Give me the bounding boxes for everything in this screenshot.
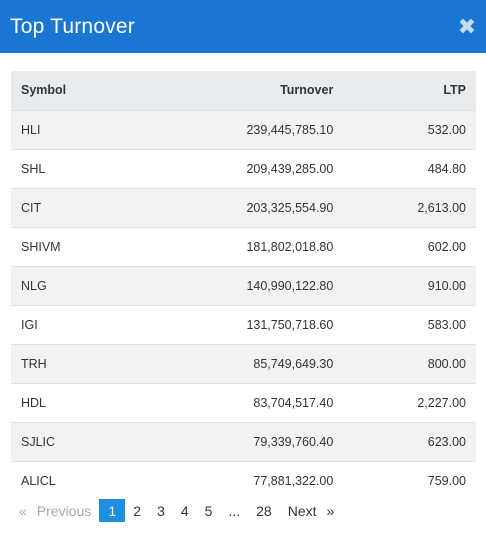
cell-turnover: 209,439,285.00 <box>246 161 334 176</box>
page-button-28[interactable]: 28 <box>256 502 272 519</box>
cell-ltp: 484.80 <box>427 161 466 176</box>
cell-turnover: 79,339,760.40 <box>253 434 334 449</box>
cell-ltp: 759.00 <box>427 473 466 488</box>
cell-turnover: 203,325,554.90 <box>246 200 334 215</box>
table-row[interactable]: CIT 203,325,554.90 2,613.00 <box>11 188 476 227</box>
cell-ltp: 583.00 <box>427 317 466 332</box>
table-row[interactable]: IGI 131,750,718.60 583.00 <box>11 305 476 344</box>
cell-symbol: HLI <box>21 122 41 137</box>
page-button-4[interactable]: 4 <box>180 502 189 519</box>
cell-ltp: 602.00 <box>427 239 466 254</box>
table-header-row: Symbol Turnover LTP <box>11 71 476 110</box>
modal-header: Top Turnover ✖ <box>0 0 486 53</box>
cell-symbol: IGI <box>21 317 38 332</box>
page-button-2[interactable]: 2 <box>133 502 142 519</box>
cell-turnover: 85,749,649.30 <box>253 356 334 371</box>
table-row[interactable]: HDL 83,704,517.40 2,227.00 <box>11 383 476 422</box>
cell-turnover: 140,990,122.80 <box>246 278 334 293</box>
cell-ltp: 800.00 <box>427 356 466 371</box>
column-header-symbol[interactable]: Symbol <box>21 83 67 98</box>
cell-ltp: 2,613.00 <box>417 200 466 215</box>
cell-turnover: 181,802,018.80 <box>246 239 334 254</box>
pagination: « Previous 1 2 3 4 5 ... 28 Next » <box>11 499 342 522</box>
column-header-turnover[interactable]: Turnover <box>280 83 334 98</box>
cell-symbol: SHIVM <box>21 239 61 254</box>
table-row[interactable]: SHIVM 181,802,018.80 602.00 <box>11 227 476 266</box>
table-body: HLI 239,445,785.10 532.00 SHL 209,439,285.00… <box>11 110 476 500</box>
cell-symbol: CIT <box>21 200 42 215</box>
table-row[interactable]: HLI 239,445,785.10 532.00 <box>11 110 476 149</box>
cell-turnover: 77,881,322.00 <box>253 473 334 488</box>
table-row[interactable]: SHL 209,439,285.00 484.80 <box>11 149 476 188</box>
cell-symbol: ALICL <box>21 473 56 488</box>
cell-turnover: 131,750,718.60 <box>246 317 334 332</box>
cell-symbol: SHL <box>21 161 46 176</box>
next-page-button[interactable]: Next » <box>280 499 343 522</box>
next-label: Next <box>287 502 317 519</box>
table-row[interactable]: ALICL 77,881,322.00 759.00 <box>11 461 476 500</box>
cell-turnover: 239,445,785.10 <box>246 122 334 137</box>
page-button-5[interactable]: 5 <box>204 502 213 519</box>
cell-ltp: 532.00 <box>427 122 466 137</box>
table-row[interactable]: TRH 85,749,649.30 800.00 <box>11 344 476 383</box>
cell-ltp: 910.00 <box>427 278 466 293</box>
double-chevron-right-icon: » <box>326 502 335 519</box>
column-header-ltp[interactable]: LTP <box>443 83 466 98</box>
page-button-3[interactable]: 3 <box>157 502 165 519</box>
cell-symbol: HDL <box>21 395 47 410</box>
cell-symbol: NLG <box>21 278 47 293</box>
table-header: Symbol Turnover LTP <box>11 71 476 110</box>
modal-title: Top Turnover <box>10 14 135 38</box>
pagination-ellipsis: ... <box>228 502 241 519</box>
previous-label: Previous <box>36 502 92 519</box>
table-row[interactable]: SJLIC 79,339,760.40 623.00 <box>11 422 476 461</box>
cell-symbol: TRH <box>21 356 47 371</box>
turnover-table-container: Symbol Turnover LTP HLI 239,445,785.10 532… <box>11 71 476 500</box>
page-button-1[interactable]: 1 <box>99 499 126 522</box>
cell-turnover: 83,704,517.40 <box>253 395 334 410</box>
turnover-table: Symbol Turnover LTP HLI 239,445,785.10 532… <box>11 71 476 500</box>
previous-page-button[interactable]: « Previous <box>11 499 99 522</box>
close-icon[interactable]: ✖ <box>457 13 477 39</box>
table-row[interactable]: NLG 140,990,122.80 910.00 <box>11 266 476 305</box>
cell-ltp: 623.00 <box>427 434 466 449</box>
cell-ltp: 2,227.00 <box>417 395 466 410</box>
cell-symbol: SJLIC <box>21 434 56 449</box>
double-chevron-left-icon: « <box>19 502 27 519</box>
